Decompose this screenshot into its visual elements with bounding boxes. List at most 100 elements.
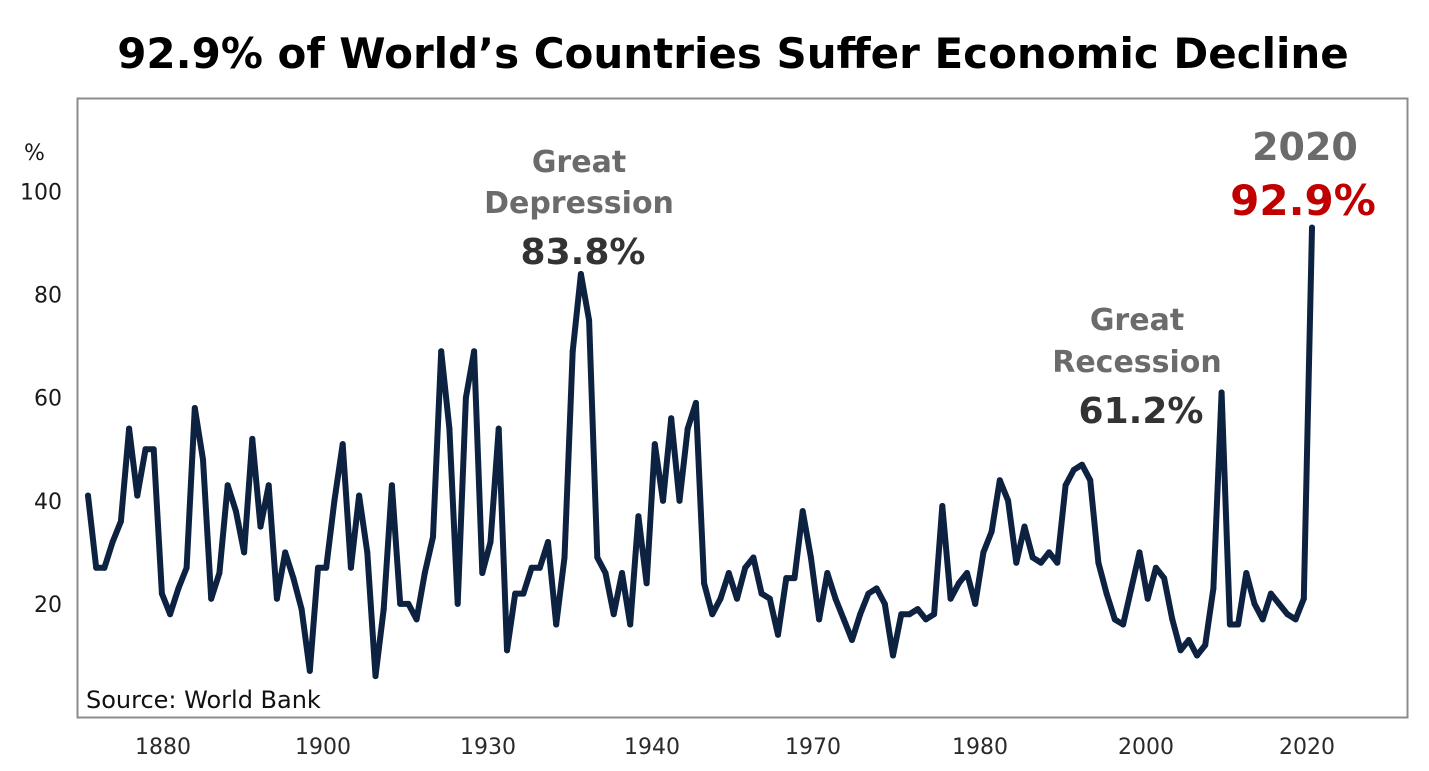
data-point [109,539,116,545]
data-point [520,590,527,597]
chart-title: 92.9% of World’s Countries Suffer Econom… [117,29,1349,78]
data-point [249,435,256,442]
data-point [931,611,938,618]
data-point [1259,616,1266,623]
x-tick-label: 1880 [135,735,191,760]
data-point [1243,570,1250,576]
covid-year-label: 2020 [1252,125,1358,169]
data-point [1005,497,1012,504]
data-point [364,549,371,556]
data-point [1029,554,1036,561]
data-point [117,518,124,525]
data-point [955,580,962,587]
data-point [561,554,568,561]
data-point [347,564,354,571]
data-point [1210,585,1217,592]
y-tick-label: 60 [34,387,62,412]
data-point [454,600,461,607]
data-point [660,497,666,504]
data-point [1235,621,1242,628]
y-tick-label: 80 [34,284,62,309]
data-point [1185,637,1192,643]
data-point [298,606,305,613]
data-point [413,616,420,623]
x-tick-label: 1940 [624,735,680,760]
data-point [1136,549,1143,556]
data-point [840,616,847,623]
data-point [323,564,330,571]
plot-frame [76,97,1409,719]
data-point [101,564,108,571]
data-point [380,606,387,613]
great-recession-label-line2: Recession [1052,345,1222,380]
data-point [651,441,658,448]
data-point [142,446,149,453]
data-point [183,564,190,571]
data-point [577,271,584,277]
data-point [676,497,683,504]
data-point [1021,523,1028,530]
data-point [356,492,363,499]
data-point [816,616,823,623]
data-point [1300,595,1307,602]
series-layer [85,224,1315,680]
data-point [594,554,601,561]
y-tick-label: 100 [20,181,62,206]
data-point [1111,616,1118,623]
data-point [627,621,634,628]
data-point [1095,559,1102,566]
data-point [906,611,913,618]
data-point [610,611,617,618]
great-depression-label-line1: Great [532,145,626,180]
data-point [922,616,929,623]
data-point [988,528,995,535]
data-point [1218,389,1225,396]
data-point [643,580,650,587]
data-point [873,585,880,592]
y-axis-unit-label: % [24,141,45,166]
data-point [947,595,954,602]
data-point [504,647,510,654]
data-point [126,425,133,432]
x-tick-label: 1980 [952,735,1008,760]
data-point [766,595,773,602]
covid-value-label: 92.9% [1230,176,1376,225]
x-axis-tick-labels: 1880 1900 1930 1940 1970 1980 2000 2020 [135,735,1335,760]
data-point [939,503,946,509]
data-point [397,600,404,607]
data-point [495,425,502,432]
data-point [1087,477,1094,484]
data-point [1128,585,1135,592]
data-point [569,348,576,355]
data-point [224,482,231,489]
data-point [717,595,724,602]
data-point [881,600,888,607]
data-point [758,590,765,597]
data-point [273,595,280,602]
data-point [545,539,551,545]
data-point [668,415,675,422]
data-point [487,539,494,545]
data-point [972,600,979,607]
data-point [898,611,905,618]
data-point [1144,595,1151,602]
data-point [438,348,445,355]
data-point [635,513,642,520]
data-point [1284,611,1291,618]
data-point [849,637,855,643]
data-point [200,456,206,463]
data-point [857,611,864,618]
data-point [150,446,157,453]
data-point [512,590,519,597]
data-point [372,673,379,680]
data-point [890,652,896,659]
data-point [783,575,790,582]
data-point [799,508,806,515]
data-point [1309,224,1315,231]
data-point [684,425,691,432]
data-point [750,554,757,561]
x-tick-label: 1930 [460,735,516,760]
data-point [1202,642,1209,649]
data-point [1161,575,1168,582]
